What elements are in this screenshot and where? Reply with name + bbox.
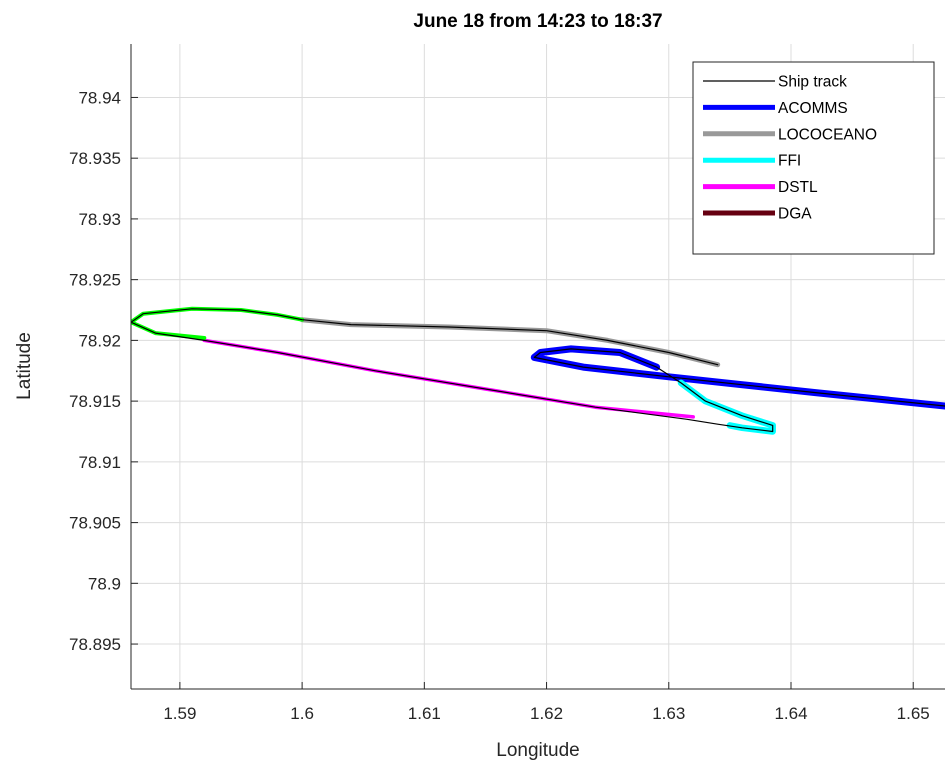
x-tick-label: 1.65 — [897, 704, 930, 723]
legend-label-dstl: DSTL — [778, 179, 818, 196]
legend-label-ffi: FFI — [778, 153, 801, 170]
x-axis-label: Longitude — [496, 740, 579, 761]
y-tick-label: 78.94 — [78, 88, 121, 107]
series-ship-track-line — [131, 308, 945, 433]
y-tick-label: 78.92 — [78, 331, 121, 350]
series-group — [131, 306, 945, 435]
x-tick-label: 1.63 — [652, 704, 685, 723]
y-tick-label: 78.925 — [69, 271, 121, 290]
y-tick-label: 78.915 — [69, 392, 121, 411]
grid — [131, 44, 945, 689]
x-tick-labels: 1.59 1.6 1.61 1.62 1.63 1.64 1.65 — [163, 704, 929, 723]
x-tick-label: 1.64 — [774, 704, 807, 723]
y-tick-label: 78.895 — [69, 635, 121, 654]
y-tick-label: 78.935 — [69, 149, 121, 168]
y-tick-label: 78.905 — [69, 514, 121, 533]
legend: Ship track ACOMMS LOCOCEANO FFI DSTL DGA — [692, 61, 935, 255]
y-tick-label: 78.91 — [78, 453, 121, 472]
legend-label-lococeano: LOCOCEANO — [778, 126, 877, 143]
x-tick-label: 1.59 — [163, 704, 196, 723]
x-tick-label: 1.61 — [408, 704, 441, 723]
x-tick-label: 1.6 — [290, 704, 314, 723]
y-tick-labels: 78.895 78.9 78.905 78.91 78.915 78.92 78.925 78… — [69, 88, 121, 654]
legend-label-dga: DGA — [778, 206, 812, 223]
y-axis-label: Latitude — [14, 332, 35, 400]
y-tick-label: 78.9 — [88, 574, 121, 593]
chart-title: June 18 from 14:23 to 18:37 — [413, 11, 662, 32]
x-tick-label: 1.62 — [530, 704, 563, 723]
legend-label-acomms: ACOMMS — [778, 100, 848, 117]
y-tick-label: 78.93 — [78, 210, 121, 229]
legend-label-ship-track: Ship track — [778, 74, 847, 91]
axes — [130, 44, 945, 690]
